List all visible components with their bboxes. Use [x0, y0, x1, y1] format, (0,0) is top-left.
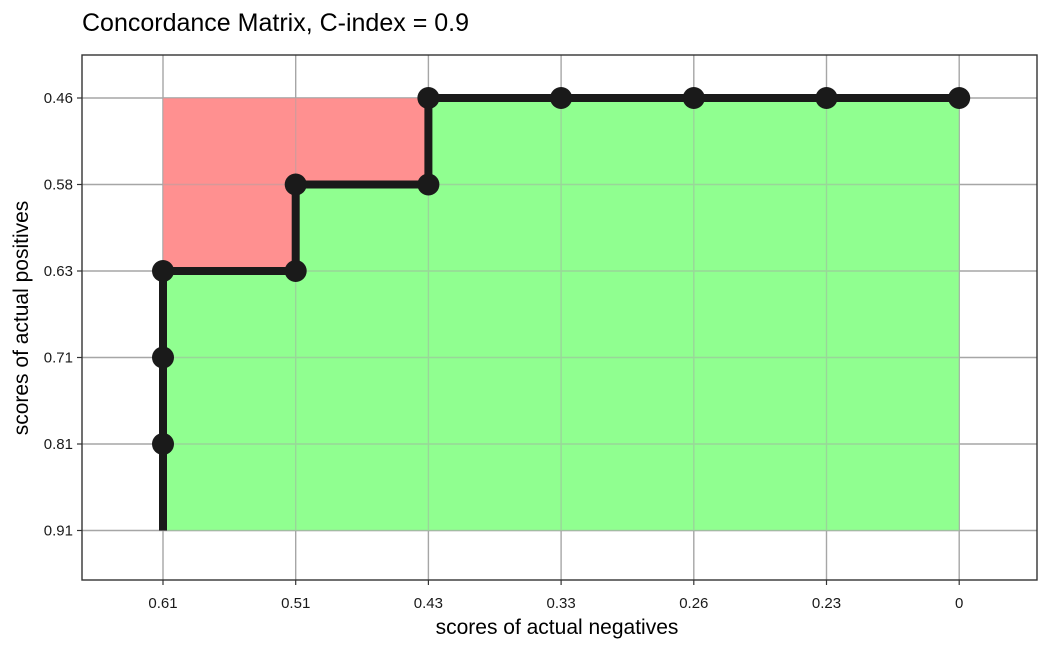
- y-tick-label: 0.58: [44, 177, 73, 194]
- y-tick-label: 0.71: [44, 350, 73, 367]
- y-axis-ticks: 0.46 0.58 0.63 0.71 0.81 0.91: [44, 90, 82, 540]
- data-point: [948, 87, 971, 109]
- discordant-area: [163, 98, 429, 531]
- x-axis-label: scores of actual negatives: [436, 616, 679, 639]
- chart-title: Concordance Matrix, C-index = 0.9: [82, 9, 469, 37]
- concordant-area: [163, 98, 960, 531]
- x-tick-label: 0.61: [148, 595, 177, 612]
- concordance-path: [159, 94, 960, 531]
- data-point: [550, 87, 573, 109]
- data-point: [152, 346, 174, 369]
- y-axis-label: scores of actual positives: [10, 201, 33, 436]
- concordance-points: [152, 87, 971, 455]
- x-tick-label: 0: [955, 595, 963, 612]
- data-point: [417, 173, 440, 196]
- x-axis-ticks: 0.61 0.51 0.43 0.33 0.26 0.23 0: [148, 580, 963, 612]
- x-tick-label: 0.43: [414, 595, 443, 612]
- x-tick-label: 0.33: [546, 595, 575, 612]
- y-tick-label: 0.63: [44, 263, 73, 280]
- data-point: [284, 173, 307, 196]
- x-tick-label: 0.26: [679, 595, 708, 612]
- y-tick-label: 0.81: [44, 436, 73, 453]
- data-point: [152, 260, 174, 282]
- x-tick-label: 0.51: [281, 595, 310, 612]
- data-point: [152, 433, 174, 455]
- concordance-areas: [163, 98, 960, 531]
- data-point: [682, 87, 705, 109]
- data-point: [284, 260, 307, 282]
- y-tick-label: 0.91: [44, 523, 73, 540]
- data-point: [815, 87, 838, 109]
- data-point: [417, 87, 440, 109]
- step-path-line: [159, 94, 960, 531]
- x-tick-label: 0.23: [812, 595, 841, 612]
- y-tick-label: 0.46: [44, 90, 73, 107]
- plot-frame: [81, 54, 1038, 581]
